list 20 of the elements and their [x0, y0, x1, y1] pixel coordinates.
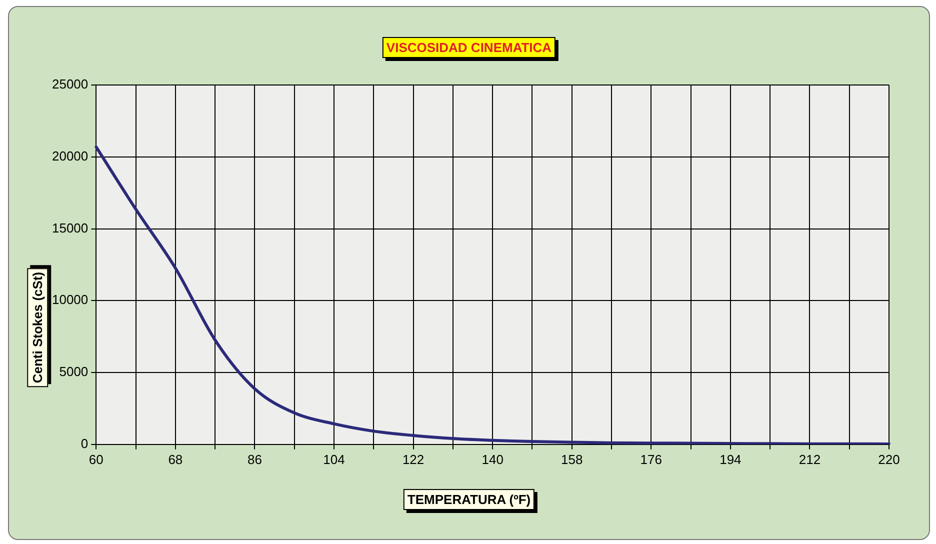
x-tick-label: 220: [878, 452, 900, 467]
x-tick-label: 176: [640, 452, 662, 467]
x-tick-label: 104: [323, 452, 345, 467]
y-tick-label: 25000: [52, 76, 88, 92]
y-tick-label: 0: [80, 436, 88, 451]
x-tick-label: 86: [247, 452, 262, 467]
x-axis-title: TEMPERATURA (ºF): [403, 489, 535, 510]
x-tick-label: 140: [482, 452, 504, 467]
y-tick-label: 10000: [52, 292, 88, 308]
y-tick-label: 20000: [52, 148, 88, 164]
chart-title: VISCOSIDAD CINEMATICA: [382, 37, 556, 58]
x-tick-label: 68: [168, 452, 183, 467]
x-tick-label: 122: [402, 452, 424, 467]
x-tick-label: 194: [720, 452, 742, 467]
y-axis-title: Centi Stokes (cSt): [27, 267, 48, 387]
y-tick-label: 15000: [52, 220, 88, 236]
x-tick-label: 158: [561, 452, 583, 467]
y-tick-label: 5000: [59, 364, 88, 380]
x-tick-label: 60: [88, 452, 104, 467]
x-tick-label: 212: [798, 452, 821, 467]
